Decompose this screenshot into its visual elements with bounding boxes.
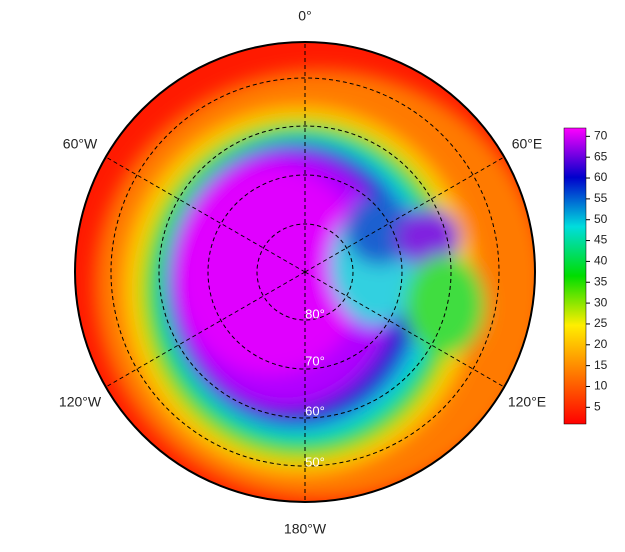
- meridian-label: 120°E: [508, 394, 546, 410]
- meridian-line: [304, 156, 505, 273]
- meridian-label: 60°E: [512, 136, 543, 152]
- colorbar-tick-label: 35: [594, 274, 608, 288]
- latitude-circle: [207, 174, 403, 370]
- colorbar-tick-label: 60: [594, 170, 608, 184]
- colorbar-tick-label: 55: [594, 191, 608, 205]
- latitude-label: 70°: [305, 353, 325, 368]
- map-border: [74, 41, 536, 503]
- labels: 0° 60°E 120°E 180°W 120°W 60°W 80° 70° 60° 50°: [59, 8, 546, 537]
- latitude-label: 80°: [305, 306, 325, 321]
- meridian-label: 0°: [298, 8, 311, 24]
- latitude-circle: [158, 125, 452, 419]
- colorbar-tick-label: 70: [594, 129, 608, 143]
- latitude-circle: [110, 77, 500, 467]
- meridian-label: 60°W: [63, 136, 98, 152]
- meridian-line: [304, 271, 505, 388]
- colorbar-tick-label: 30: [594, 295, 608, 309]
- colorbar-tick-label: 25: [594, 316, 608, 330]
- colorbar-tick-label: 15: [594, 358, 608, 372]
- colorbar-tick-label: 65: [594, 149, 608, 163]
- latitude-circle: [256, 223, 354, 321]
- latitude-label: 50°: [305, 454, 325, 469]
- colorbar-tick-label: 50: [594, 212, 608, 226]
- graticule: [105, 42, 505, 502]
- colorbar-tick-label: 45: [594, 233, 608, 247]
- meridian-line: [105, 271, 306, 388]
- meridian-label: 180°W: [284, 521, 327, 537]
- colorbar: 5 10 15 20 25 30 35 40 45 50 55 60 65 70: [563, 127, 608, 425]
- colorbar-tick-label: 5: [594, 399, 601, 413]
- latitude-label: 60°: [305, 403, 325, 418]
- meridian-label: 120°W: [59, 394, 102, 410]
- meridian-line: [105, 156, 306, 273]
- colorbar-tick-label: 20: [594, 337, 608, 351]
- colorbar-tick-label: 40: [594, 254, 608, 268]
- colorbar-tick-label: 10: [594, 379, 608, 393]
- ozone-field: [75, 42, 535, 502]
- colorbar-fill: [563, 127, 587, 425]
